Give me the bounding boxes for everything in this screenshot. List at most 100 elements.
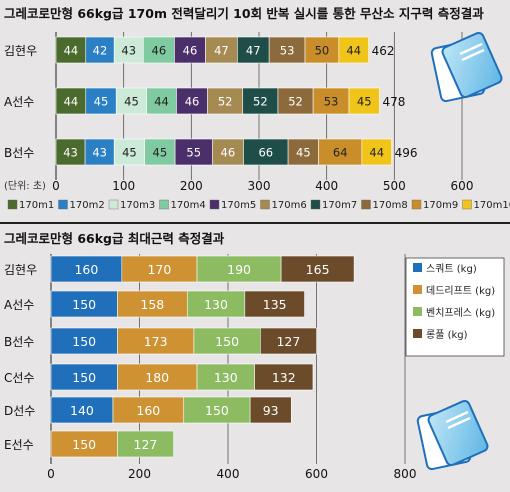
chart2-category-label: A선수 [4, 298, 34, 312]
chart1-legend-label: 170m7 [322, 200, 357, 211]
chart1-data-label: 52 [288, 95, 303, 109]
chart1-legend-label: 170m2 [70, 200, 105, 211]
chart2-data-label: 135 [263, 297, 287, 312]
chart1-category-label: 김현우 [4, 44, 37, 58]
chart1-total-label: 478 [382, 95, 405, 109]
chart1-tick-label: 0 [52, 179, 60, 193]
chart1-data-label: 55 [186, 146, 201, 160]
chart2-data-label: 127 [134, 437, 158, 452]
chart2-data-label: 170 [147, 262, 171, 277]
chart2-title: 그레코로만형 66kg급 최대근력 측정결과 [4, 231, 225, 246]
chart1-total-label: 462 [372, 44, 395, 58]
chart1-total-label: 496 [395, 146, 418, 160]
chart2-tick-label: 200 [128, 467, 151, 481]
chart1-data-label: 44 [369, 146, 384, 160]
chart2-tick-label: 600 [305, 467, 328, 481]
chart2-legend-label: 벤치프레스 (kg) [426, 307, 495, 319]
chart2-data-label: 93 [263, 403, 279, 418]
chart2-data-label: 173 [144, 334, 168, 349]
chart2-data-label: 127 [276, 334, 300, 349]
chart1-data-label: 44 [64, 95, 79, 109]
chart2-data-label: 160 [136, 403, 160, 418]
chart2-data-label: 130 [214, 370, 238, 385]
chart1-data-label: 52 [218, 95, 233, 109]
chart2-legend-swatch [413, 307, 422, 316]
chart2-data-label: 150 [72, 437, 96, 452]
chart1-legend-label: 170m4 [171, 200, 206, 211]
chart1-legend-swatch [109, 200, 118, 209]
chart1-legend-label: 170m6 [272, 200, 307, 211]
chart1-data-label: 47 [246, 44, 261, 58]
chart1-data-label: 52 [253, 95, 268, 109]
chart2-data-label: 160 [74, 262, 98, 277]
chart1-data-label: 50 [315, 44, 330, 58]
chart1-legend-swatch [261, 200, 270, 209]
chart1-data-label: 44 [154, 95, 169, 109]
chart1-legend-label: 170m9 [423, 200, 458, 211]
chart2-tick-label: 0 [47, 467, 55, 481]
chart1-legend-label: 170m1 [19, 200, 54, 211]
chart1-unit-label: (단위: 초) [4, 179, 46, 192]
chart2-data-label: 140 [70, 403, 94, 418]
chart1-legend-swatch [311, 200, 320, 209]
chart2-data-label: 158 [140, 297, 164, 312]
chart1-data-label: 45 [124, 95, 139, 109]
chart2-data-label: 165 [306, 262, 330, 277]
chart2-legend-swatch [413, 285, 422, 294]
chart1-legend-label: 170m10 [474, 200, 510, 211]
chart1-data-label: 46 [152, 44, 167, 58]
chart1-title: 그레코로만형 66kg급 170m 전력달리기 10회 반복 실시를 통한 무산… [4, 6, 484, 21]
chart1-data-label: 46 [221, 146, 236, 160]
chart2-tick-label: 400 [217, 467, 240, 481]
chart1-data-label: 44 [64, 44, 79, 58]
chart1-tick-label: 600 [451, 179, 474, 193]
chart1-legend-swatch [59, 200, 68, 209]
chart1-tick-label: 200 [180, 179, 203, 193]
chart1-legend-swatch [8, 200, 17, 209]
chart2-data-label: 190 [227, 262, 251, 277]
chart2-category-label: D선수 [4, 404, 35, 418]
chart1-tick-label: 500 [383, 179, 406, 193]
chart1-category-label: B선수 [4, 146, 34, 160]
chart2-data-label: 150 [72, 370, 96, 385]
chart2-category-label: 김현우 [4, 263, 37, 277]
chart1-data-label: 47 [214, 44, 229, 58]
chart2-data-label: 180 [145, 370, 169, 385]
chart1-data-label: 53 [324, 95, 339, 109]
chart1-data-label: 45 [94, 95, 109, 109]
chart2-data-label: 130 [204, 297, 228, 312]
chart2-category-label: C선수 [4, 371, 34, 385]
chart2-category-label: E선수 [4, 438, 34, 452]
chart1-legend-swatch [362, 200, 371, 209]
chart2-data-label: 150 [205, 403, 229, 418]
chart2-data-label: 132 [272, 370, 296, 385]
chart1-tick-label: 100 [112, 179, 135, 193]
chart1-data-label: 43 [121, 44, 136, 58]
chart1-data-label: 46 [183, 44, 198, 58]
chart1-legend-swatch [210, 200, 219, 209]
chart2-data-label: 150 [72, 297, 96, 312]
chart2-legend-label: 롱풀 (kg) [426, 329, 468, 341]
chart2-legend-label: 스쿼트 (kg) [426, 263, 477, 275]
chart1-legend-label: 170m3 [120, 200, 155, 211]
chart1-legend-label: 170m8 [373, 200, 408, 211]
chart1-legend-swatch [412, 200, 421, 209]
chart2-legend-swatch [413, 263, 422, 272]
chart2-legend-label: 데드리프트 (kg) [426, 285, 495, 297]
chart1-legend-label: 170m5 [221, 200, 256, 211]
chart1-data-label: 53 [280, 44, 295, 58]
chart1-data-label: 64 [333, 146, 348, 160]
chart1-data-label: 46 [185, 95, 200, 109]
chart1-tick-label: 400 [315, 179, 338, 193]
chart1-legend-swatch [160, 200, 169, 209]
chart1-data-label: 43 [92, 146, 107, 160]
chart1-data-label: 43 [63, 146, 78, 160]
chart1-legend-swatch [463, 200, 472, 209]
chart1-data-label: 45 [357, 95, 372, 109]
section-divider [0, 222, 510, 224]
chart2-data-label: 150 [215, 334, 239, 349]
chart2-tick-label: 800 [394, 467, 417, 481]
chart1-data-label: 66 [258, 146, 273, 160]
